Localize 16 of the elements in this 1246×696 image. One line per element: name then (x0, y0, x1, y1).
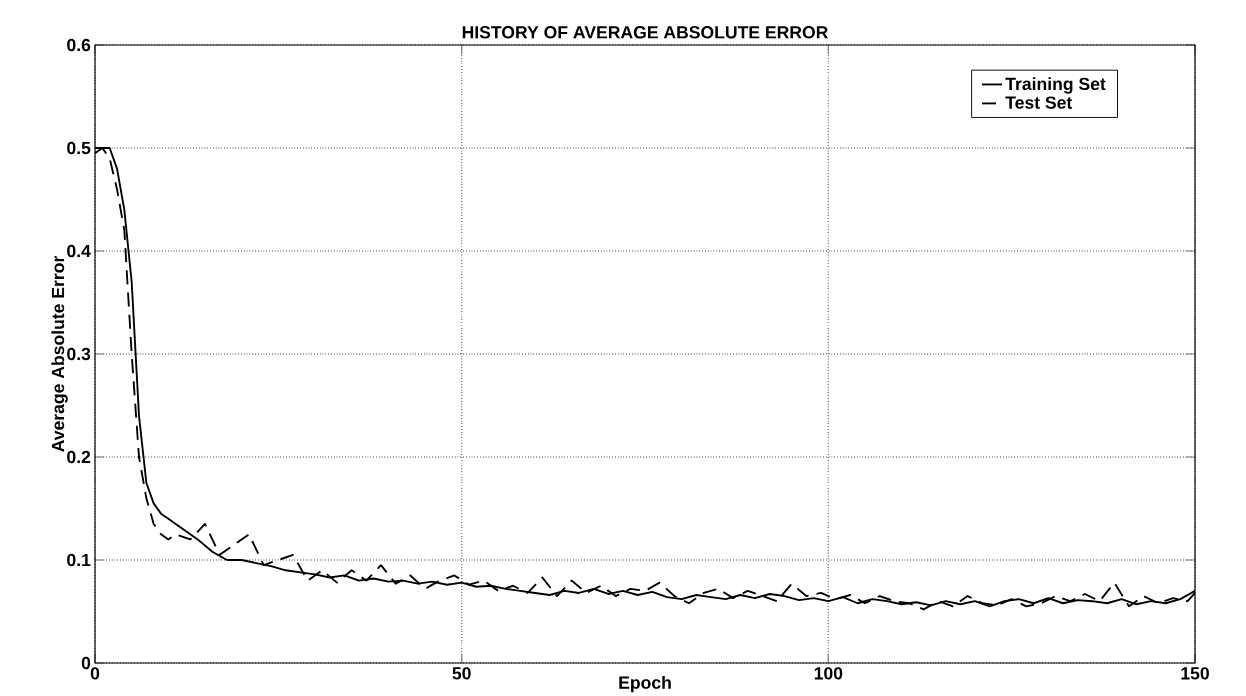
x-tick-label: 100 (814, 667, 843, 680)
y-tick-label: 0.2 (67, 450, 91, 464)
x-axis-title: Epoch (619, 675, 671, 693)
x-tick-label: 0 (90, 667, 100, 680)
y-tick-label: 0.4 (67, 244, 91, 258)
x-tick-label: 150 (1181, 667, 1209, 680)
x-tick-label: 50 (452, 667, 471, 680)
y-tick-label: 0 (81, 656, 91, 670)
legend-label: Training Set (1005, 77, 1106, 94)
y-axis-title: Average Absolute Error (51, 255, 68, 452)
legend-label: Test Set (1005, 96, 1073, 109)
y-tick-label: 0.1 (67, 553, 91, 567)
y-tick-label: 0.5 (67, 141, 91, 155)
chart-title: HISTORY OF AVERAGE ABSOLUTE ERROR (462, 25, 829, 39)
y-tick-label: 0.6 (67, 38, 91, 52)
y-tick-label: 0.3 (67, 347, 91, 361)
